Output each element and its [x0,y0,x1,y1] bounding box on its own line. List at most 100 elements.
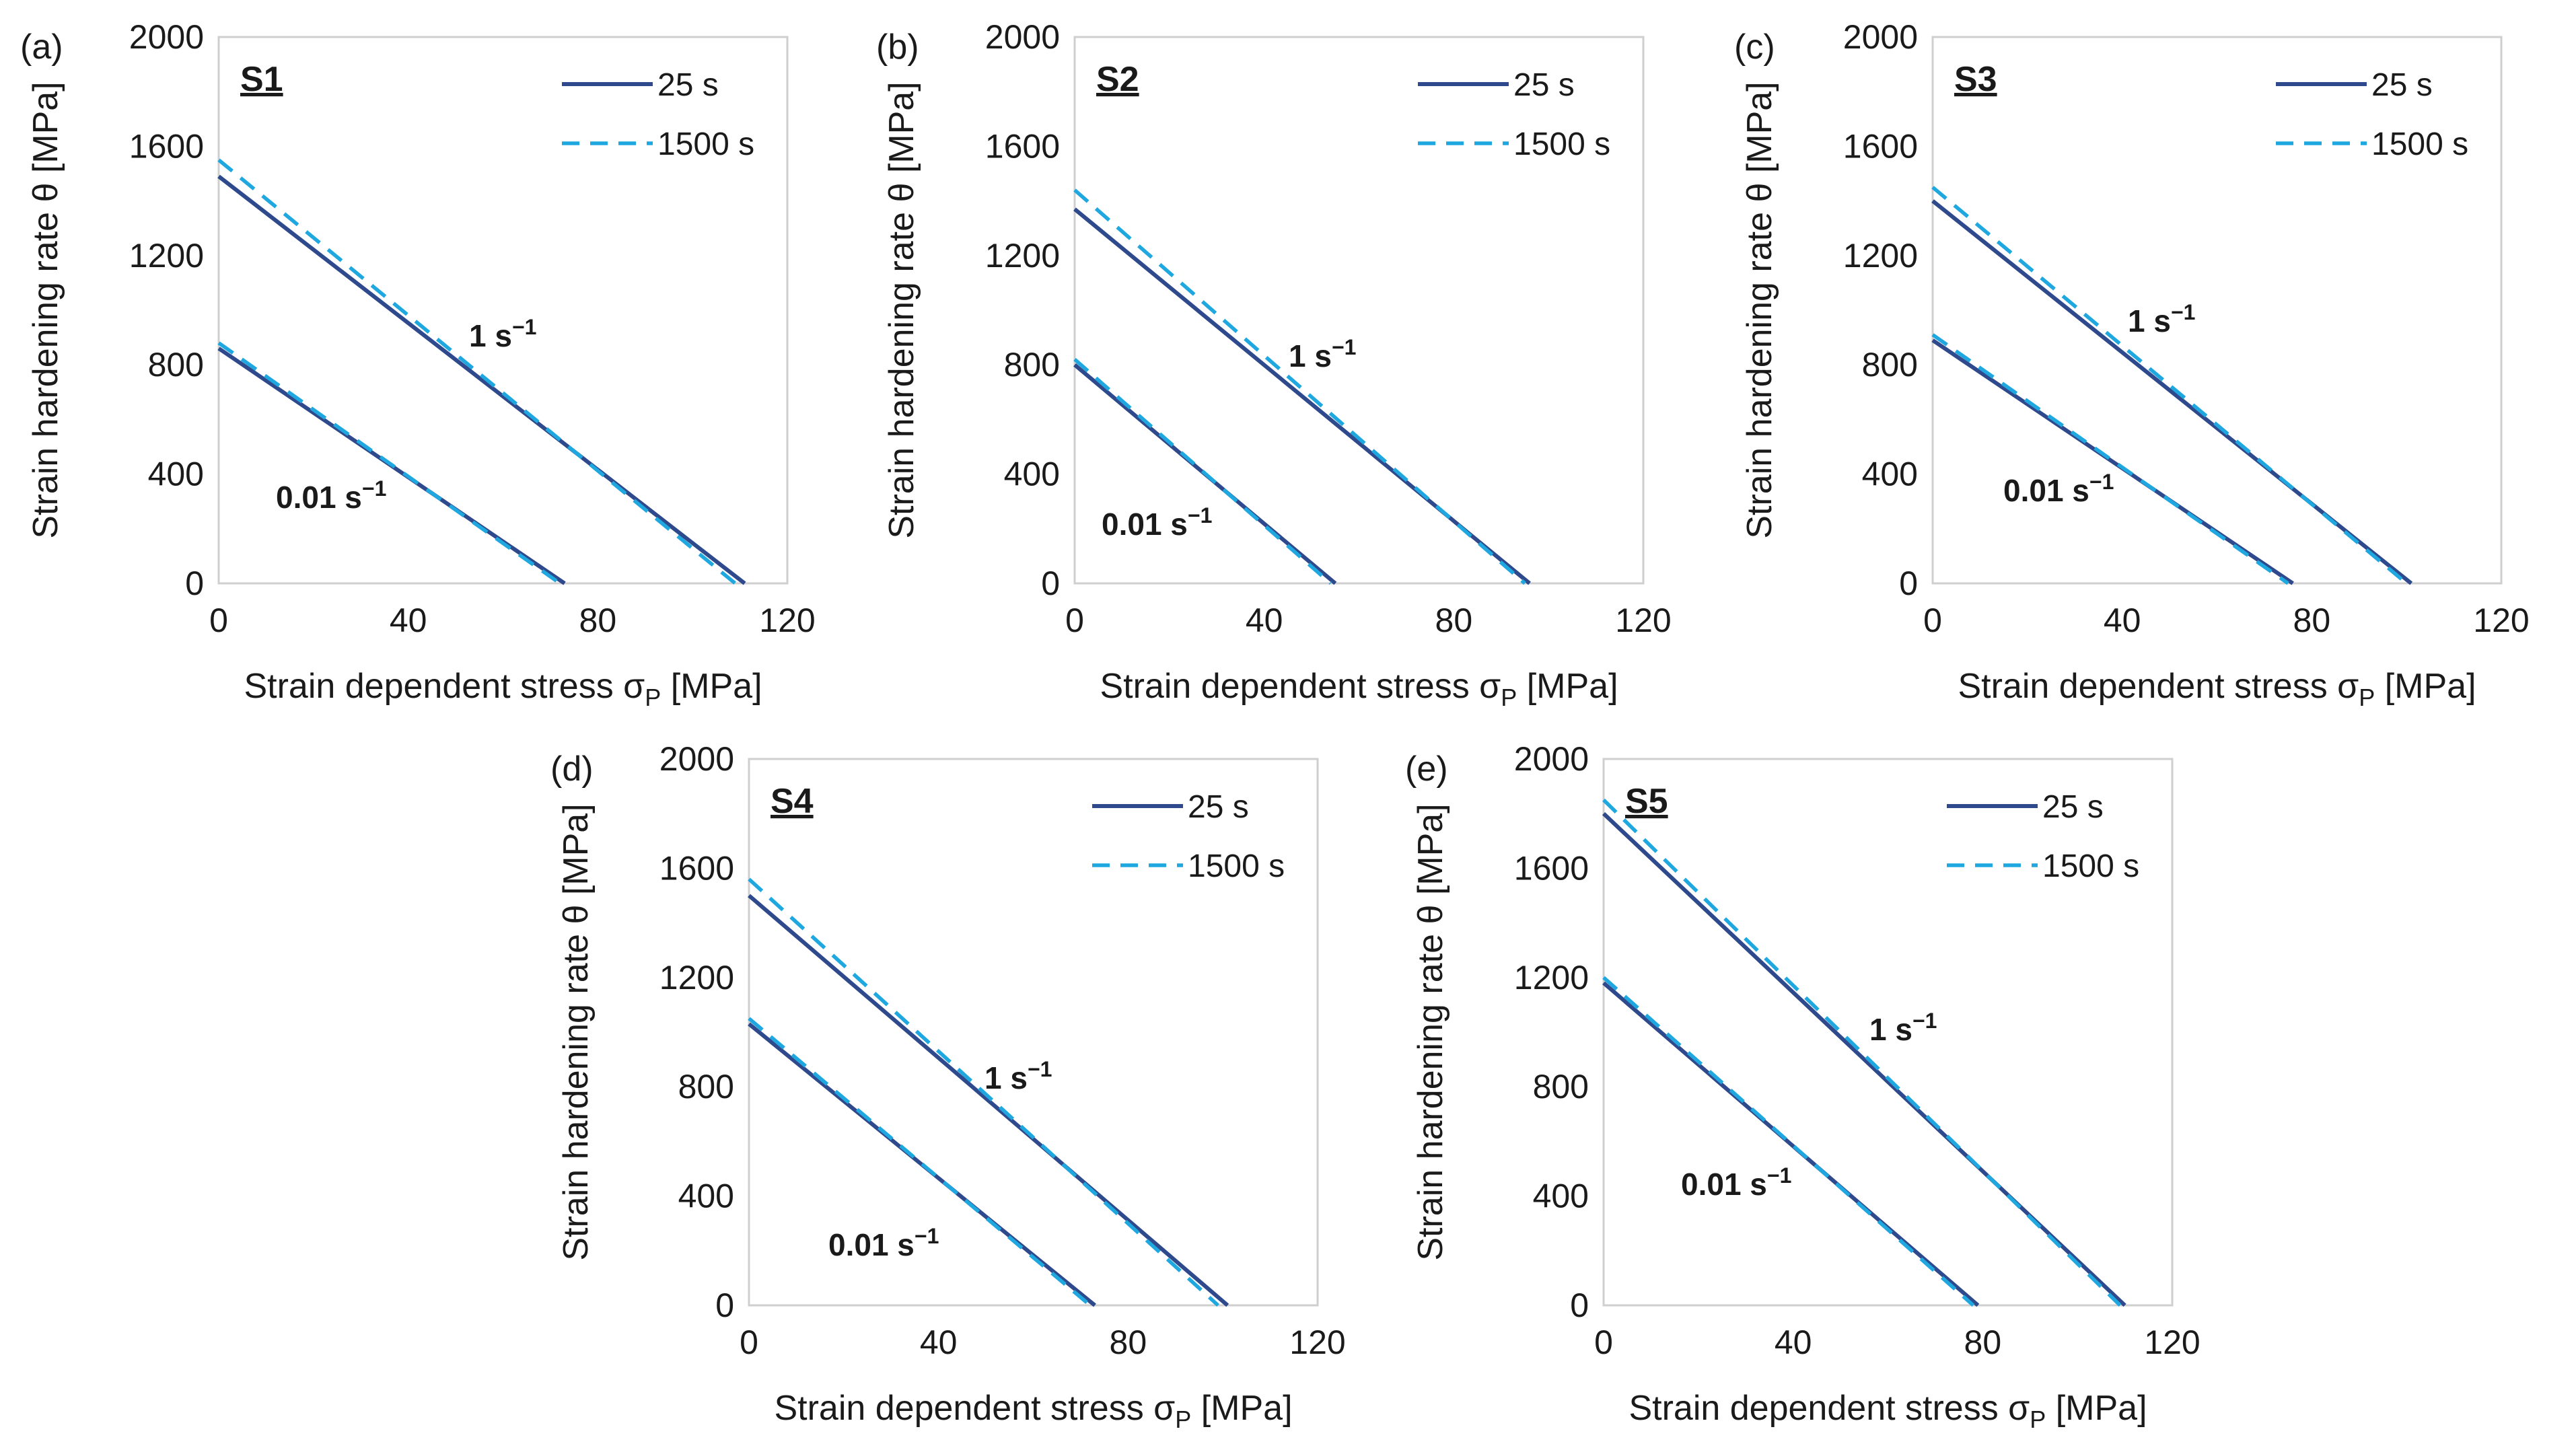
chart-panel-4: 0 400 800 1200 1600 2000 0 40 80 120 Strain depend… [550,740,1346,1433]
strain-rate-label: 1 s−1 [2128,300,2195,338]
x-tick-label: 120 [2144,1323,2200,1361]
strain-rate-label: 0.01 s−1 [276,476,386,515]
y-tick-label: 0 [1570,1286,1589,1324]
x-tick-label: 120 [1615,602,1671,639]
plot-area [1931,36,2503,585]
y-tick-label: 1600 [129,127,204,165]
y-axis-title: Strain hardening rate θ [MPa] [557,803,596,1260]
y-tick-label: 800 [148,346,204,384]
y-axis-title: Strain hardening rate θ [MPa] [26,81,65,538]
y-tick-label: 0 [1899,565,1918,602]
legend-label-1500s: 1500 s [2371,126,2468,162]
y-tick-label: 800 [1533,1068,1589,1105]
series-line-25s [1073,207,1531,585]
y-axis-title: Strain hardening rate θ [MPa] [1411,803,1450,1260]
y-tick-label: 0 [1041,565,1060,602]
y-tick-label: 2000 [1843,18,1918,56]
y-tick-label: 800 [678,1068,734,1105]
y-tick-label: 400 [1862,456,1918,493]
y-tick-label: 1600 [1843,127,1918,165]
series-line-1500s [1602,976,1975,1307]
series-line-1500s [748,877,1219,1307]
y-tick-label: 2000 [985,18,1060,56]
series-line-25s [1931,338,2294,585]
legend-label-25s: 25 s [2042,789,2104,825]
series-line-1500s [1931,186,2408,585]
series-line-1500s [1073,188,1526,585]
chart-panel-5: 0 400 800 1200 1600 2000 0 40 80 120 Strain depend… [1405,740,2201,1433]
chart-panel-2: 0 400 800 1200 1600 2000 0 40 80 120 Strain depend… [876,18,1672,711]
x-axis-title: Strain dependent stress σP [MPa] [774,1389,1292,1433]
y-axis-title: Strain hardening rate θ [MPa] [882,81,921,538]
chart-panel-1: 0 400 800 1200 1600 2000 0 40 80 120 Strain depend… [20,18,816,711]
legend-label-1500s: 1500 s [1188,848,1285,884]
legend-label-25s: 25 s [1513,67,1575,103]
x-axis-title: Strain dependent stress σP [MPa] [1958,667,2476,711]
legend-label-25s: 25 s [2371,67,2433,103]
legend-label-25s: 25 s [657,67,719,103]
series-line-1500s [748,1017,1092,1307]
x-axis-title: Strain dependent stress σP [MPa] [1100,667,1618,711]
sample-label: S1 [240,60,283,99]
sample-label: S4 [771,782,814,821]
x-tick-label: 80 [1435,602,1473,639]
panel-label: (b) [876,28,919,67]
panel-label: (c) [1734,28,1775,67]
panel-label: (d) [550,750,594,789]
panel-label: (e) [1405,750,1448,789]
series-line-1500s [217,341,561,585]
y-tick-label: 1200 [659,959,734,996]
x-tick-label: 80 [1110,1323,1147,1361]
plot-area [748,758,1319,1307]
series-line-25s [748,894,1229,1307]
x-tick-label: 0 [740,1323,758,1361]
plot-area [217,36,789,585]
x-tick-label: 40 [2104,602,2141,639]
x-tick-label: 120 [759,602,815,639]
x-tick-label: 120 [2473,602,2529,639]
y-tick-label: 400 [678,1177,734,1215]
x-tick-label: 40 [1775,1323,1812,1361]
x-tick-label: 120 [1289,1323,1345,1361]
y-tick-label: 2000 [659,740,734,778]
y-tick-label: 1600 [1514,849,1589,887]
legend-label-1500s: 1500 s [1513,126,1610,162]
series-line-25s [1602,981,1980,1307]
strain-rate-label: 1 s−1 [985,1057,1052,1095]
x-tick-label: 0 [1923,602,1942,639]
x-axis-title: Strain dependent stress σP [MPa] [244,667,762,711]
y-tick-label: 400 [1004,456,1060,493]
x-tick-label: 0 [209,602,228,639]
plot-area [1073,36,1645,585]
legend-label-1500s: 1500 s [2042,848,2139,884]
y-tick-label: 1600 [659,849,734,887]
x-tick-label: 40 [1246,602,1283,639]
chart-panel-3: 0 400 800 1200 1600 2000 0 40 80 120 Strain depend… [1734,18,2530,711]
strain-rate-label: 0.01 s−1 [1102,503,1212,542]
x-tick-label: 40 [920,1323,958,1361]
strain-rate-label: 0.01 s−1 [2003,470,2114,508]
y-tick-label: 400 [148,456,204,493]
y-tick-label: 400 [1533,1177,1589,1215]
y-tick-label: 1200 [129,237,204,275]
y-tick-label: 800 [1004,346,1060,384]
series-line-1500s [1931,333,2289,585]
x-axis-title: Strain dependent stress σP [MPa] [1629,1389,2147,1433]
sample-label: S3 [1954,60,1997,99]
y-tick-label: 2000 [1514,740,1589,778]
strain-rate-label: 1 s−1 [1289,335,1356,373]
y-tick-label: 2000 [129,18,204,56]
series-line-1500s [1073,358,1332,585]
x-tick-label: 80 [579,602,617,639]
sample-label: S5 [1625,782,1668,821]
series-line-1500s [1602,798,2122,1307]
y-tick-label: 1200 [985,237,1060,275]
plot-area [1602,758,2174,1307]
legend-label-1500s: 1500 s [657,126,754,162]
series-line-25s [217,174,746,585]
y-tick-label: 0 [715,1286,734,1324]
y-tick-label: 800 [1862,346,1918,384]
strain-rate-label: 1 s−1 [469,315,536,353]
x-tick-label: 0 [1594,1323,1613,1361]
